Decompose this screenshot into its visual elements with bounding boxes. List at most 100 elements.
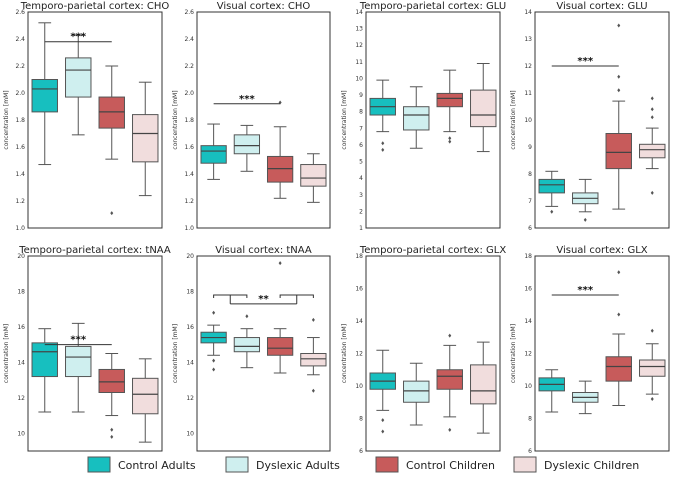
outlier-point [617, 312, 621, 317]
y-tick-label: 1.8 [15, 117, 25, 124]
plot-frame [534, 11, 670, 229]
outlier-point [650, 115, 654, 120]
box-1 [403, 380, 430, 403]
outlier-point [110, 427, 114, 432]
significance-label: ** [258, 294, 269, 305]
significance-label: *** [70, 335, 86, 346]
y-tick-label: 4 [359, 175, 363, 182]
panel-title: Temporo-parietal cortex: CHO [20, 1, 170, 12]
y-tick-label: 13 [355, 26, 363, 33]
box-0 [31, 79, 58, 113]
y-tick-label: 9 [528, 144, 532, 151]
outlier-point [617, 88, 621, 93]
outlier-point [381, 141, 385, 146]
y-tick-label: 5 [359, 159, 363, 166]
box-1 [403, 106, 430, 131]
y-tick-label: 14 [524, 318, 532, 325]
y-tick-label: 12 [355, 42, 363, 49]
y-tick-label: 16 [17, 324, 25, 331]
box-2 [436, 369, 463, 390]
panel-title: Visual cortex: CHO [217, 1, 311, 12]
plot-frame [27, 255, 163, 452]
y-axis-label: concentration [mM] [510, 324, 517, 383]
outlier-point [617, 74, 621, 79]
y-tick-label: 14 [355, 318, 363, 325]
panel-title: Visual cortex: tNAA [215, 245, 312, 256]
y-tick-label: 10 [17, 430, 25, 437]
y-axis-label: concentration [mM] [341, 90, 348, 149]
y-tick-label: 14 [186, 359, 194, 366]
panel-title: Temporo-parietal cortex: tNAA [18, 245, 171, 256]
y-tick-label: 7 [359, 125, 363, 132]
y-tick-label: 11 [355, 59, 363, 66]
box-3 [300, 164, 327, 187]
y-tick-label: 16 [524, 286, 532, 293]
y-tick-label: 20 [17, 253, 25, 260]
box-3 [639, 143, 666, 159]
y-tick-label: 2.0 [184, 90, 194, 97]
panel-title: Temporo-parietal cortex: GLU [359, 1, 506, 12]
significance-label: *** [70, 32, 86, 43]
legend-label: Control Children [406, 459, 495, 472]
box-1 [233, 337, 261, 353]
y-axis-label: concentration [mM] [172, 324, 179, 383]
plot-frame [27, 11, 163, 229]
y-tick-label: 10 [355, 383, 363, 390]
y-tick-label: 10 [524, 383, 532, 390]
y-tick-label: 2.6 [184, 9, 194, 16]
y-tick-label: 14 [17, 359, 25, 366]
y-axis-label: concentration [mM] [3, 324, 10, 383]
box-2 [436, 92, 463, 108]
box-2 [98, 368, 125, 394]
box-0 [200, 145, 227, 164]
outlier-point [650, 96, 654, 101]
y-tick-label: 12 [17, 395, 25, 402]
y-tick-label: 14 [355, 9, 363, 16]
legend-swatch [225, 456, 249, 473]
y-tick-label: 1.6 [184, 144, 194, 151]
y-tick-label: 16 [186, 324, 194, 331]
box-3 [639, 359, 666, 377]
legend-label: Dyslexic Adults [256, 459, 340, 472]
y-tick-label: 3 [359, 192, 363, 199]
panel-title: Visual cortex: GLU [556, 1, 647, 12]
y-axis-label: concentration [mM] [341, 324, 348, 383]
y-tick-label: 1.2 [15, 198, 25, 205]
y-axis-label: concentration [mM] [172, 90, 179, 149]
y-tick-label: 6 [528, 225, 532, 232]
y-tick-label: 2.6 [15, 9, 25, 16]
outlier-point [212, 367, 216, 372]
outlier-point [212, 310, 216, 315]
box-1 [65, 345, 92, 378]
y-tick-label: 2.4 [184, 36, 194, 43]
y-tick-label: 14 [524, 9, 532, 16]
outlier-point [448, 333, 452, 338]
outlier-point [617, 270, 621, 275]
legend-swatch [375, 456, 399, 473]
y-tick-label: 8 [528, 416, 532, 423]
outlier-point [110, 434, 114, 439]
y-tick-label: 12 [524, 351, 532, 358]
significance-label: *** [577, 285, 593, 296]
y-tick-label: 16 [355, 286, 363, 293]
box-1 [65, 57, 92, 98]
box-2 [266, 337, 294, 356]
box-0 [31, 342, 58, 378]
outlier-point [650, 397, 654, 401]
y-tick-label: 1.4 [184, 171, 194, 178]
legend-swatch [87, 456, 111, 473]
y-tick-label: 13 [524, 36, 532, 43]
panel-title: Temporo-parietal cortex: GLX [359, 245, 507, 256]
outlier-point [245, 314, 249, 319]
significance-label: *** [239, 94, 255, 105]
outlier-point [381, 418, 385, 423]
y-tick-label: 12 [524, 63, 532, 70]
y-tick-label: 18 [355, 253, 363, 260]
y-axis-label: concentration [mM] [510, 90, 517, 149]
y-tick-label: 2.0 [15, 90, 25, 97]
box-1 [233, 134, 261, 155]
y-tick-label: 9 [359, 92, 363, 99]
outlier-point [650, 190, 654, 195]
box-3 [132, 114, 159, 163]
box-3 [470, 89, 497, 128]
